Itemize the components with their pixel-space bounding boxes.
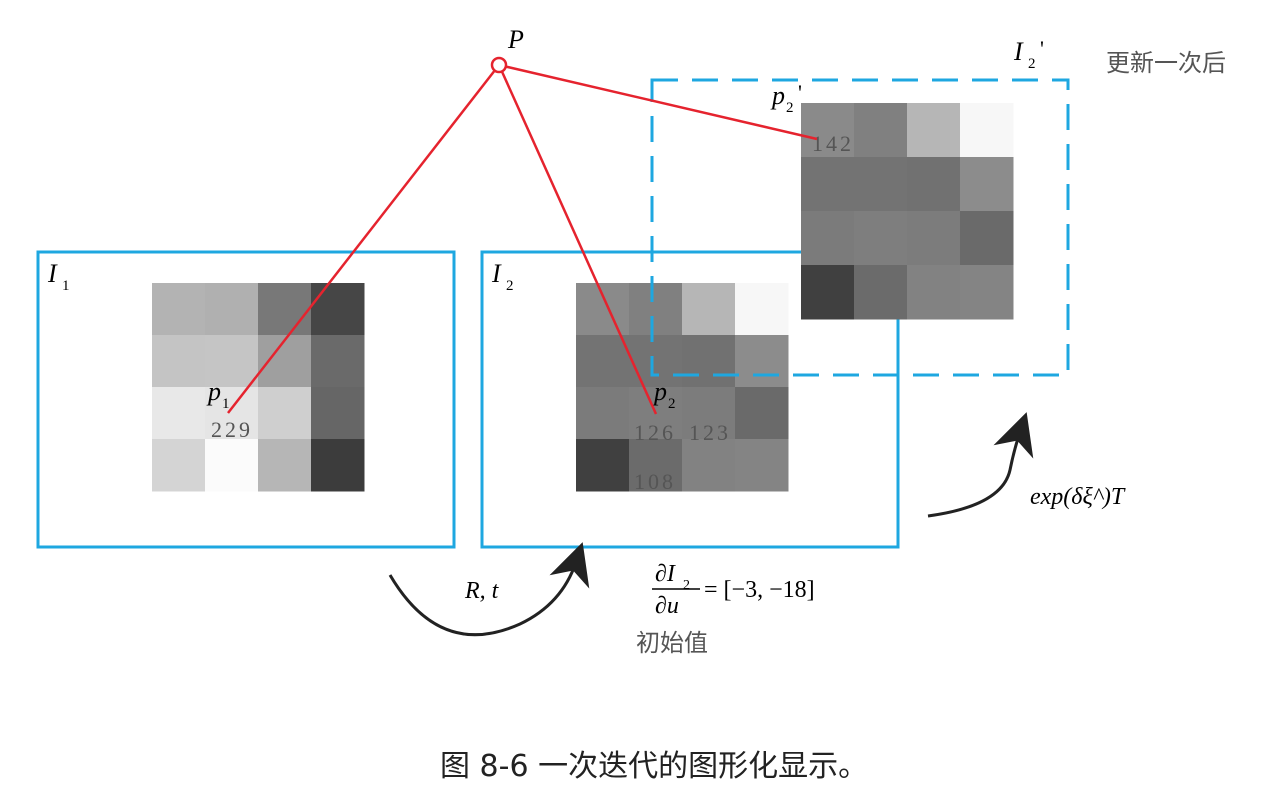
point-P-marker (490, 56, 508, 74)
pixel-cell (854, 211, 908, 266)
pixel-cell (152, 439, 206, 492)
svg-text:I: I (491, 259, 502, 288)
pixel-cell (735, 439, 789, 492)
pixel-grid-image-2 (576, 283, 789, 492)
frame-image-2 (480, 250, 900, 549)
svg-text:1: 1 (62, 278, 70, 294)
pixel-value-123: 123 (689, 420, 731, 445)
svg-text:I: I (47, 259, 58, 288)
point-p1-label: p 1 (206, 377, 230, 412)
pixel-value-142: 142 (812, 131, 854, 156)
pixel-cell (205, 387, 259, 440)
pixel-cell (311, 335, 365, 388)
pixel-cell (735, 283, 789, 336)
pixel-cell (629, 335, 683, 388)
updated-once-label: 更新一次后 (1106, 49, 1226, 77)
figure-caption: 图 8-6 一次迭代的图形化显示。 (440, 749, 868, 784)
pixel-cell (960, 157, 1014, 212)
svg-text:∂u: ∂u (655, 593, 679, 619)
pixel-cell (907, 211, 961, 266)
pixel-cell (576, 335, 630, 388)
pixel-cell (152, 335, 206, 388)
pixel-value-229: 229 (211, 417, 253, 442)
svg-text:I: I (1013, 37, 1024, 66)
svg-text:2: 2 (506, 278, 514, 294)
projection-line-p2 (497, 64, 658, 415)
svg-text:= [−3, −18]: = [−3, −18] (704, 577, 815, 603)
frame-3-label: I 2 ' (1013, 36, 1044, 72)
pixel-cell (960, 211, 1014, 266)
svg-text:∂I: ∂I (655, 561, 676, 587)
pixel-cell (854, 265, 908, 320)
pixel-cell (682, 335, 736, 388)
pixel-cell (629, 439, 683, 492)
gradient-formula: ∂I 2 ∂u = [−3, −18] (652, 561, 815, 619)
pixel-cell (258, 335, 312, 388)
point-P-label: P (507, 25, 524, 54)
pixel-value-126: 126 (634, 420, 676, 445)
arrow-rotation-translation (388, 542, 590, 637)
pixel-cell (258, 387, 312, 440)
pixel-cell (682, 283, 736, 336)
pixel-cell (311, 283, 365, 336)
pixel-cell (960, 103, 1014, 158)
pixel-cell (311, 439, 365, 492)
projection-line-p2-updated (498, 63, 818, 141)
pixel-cell (682, 439, 736, 492)
pixel-cell (682, 387, 736, 440)
pixel-cell (801, 157, 855, 212)
frame-2-label: I 2 (491, 259, 514, 294)
pixel-cell (576, 439, 630, 492)
pixel-cell (258, 283, 312, 336)
pixel-cell (576, 283, 630, 336)
pixel-cell (205, 283, 259, 336)
pixel-cell (152, 283, 206, 336)
svg-text:2: 2 (1028, 56, 1036, 72)
pose-update-label: exp(δξ^)T (1030, 484, 1126, 510)
svg-text:': ' (1040, 36, 1044, 61)
pixel-cell (205, 439, 259, 492)
svg-text:2: 2 (668, 396, 676, 412)
pixel-cell (854, 157, 908, 212)
pixel-grid-image-1 (152, 283, 365, 492)
frame-1-label: I 1 (47, 259, 70, 294)
svg-text:2: 2 (683, 578, 690, 593)
point-p2-label: p 2 (652, 377, 676, 412)
pixel-cell (801, 265, 855, 320)
pixel-cell (258, 439, 312, 492)
svg-text:2: 2 (786, 100, 794, 116)
pixel-cell (854, 103, 908, 158)
pixel-cell (576, 387, 630, 440)
initial-value-label: 初始值 (636, 629, 708, 657)
pixel-cell (629, 283, 683, 336)
svg-text:p: p (206, 377, 221, 406)
pixel-cell (801, 211, 855, 266)
pixel-cell (907, 157, 961, 212)
pixel-cell (907, 265, 961, 320)
pixel-value-108: 108 (634, 469, 676, 494)
pixel-cell (735, 387, 789, 440)
pixel-cell (801, 103, 855, 158)
pixel-cell (960, 265, 1014, 320)
frame-image-2-updated (650, 78, 1070, 377)
svg-text:': ' (798, 80, 802, 105)
pixel-cell (152, 387, 206, 440)
frame-image-1 (36, 250, 456, 549)
svg-text:1: 1 (222, 396, 230, 412)
svg-text:p: p (652, 377, 667, 406)
arrow-pose-update (927, 412, 1034, 518)
rotation-translation-label: R, t (464, 578, 500, 604)
pixel-cell (205, 335, 259, 388)
point-p2-updated-label: p 2 ' (770, 80, 802, 116)
pixel-cell (735, 335, 789, 388)
projection-line-p1 (227, 64, 500, 414)
pixel-cell (907, 103, 961, 158)
pixel-grid-image-3 (801, 103, 1014, 320)
pixel-cell (311, 387, 365, 440)
svg-text:p: p (770, 81, 785, 110)
